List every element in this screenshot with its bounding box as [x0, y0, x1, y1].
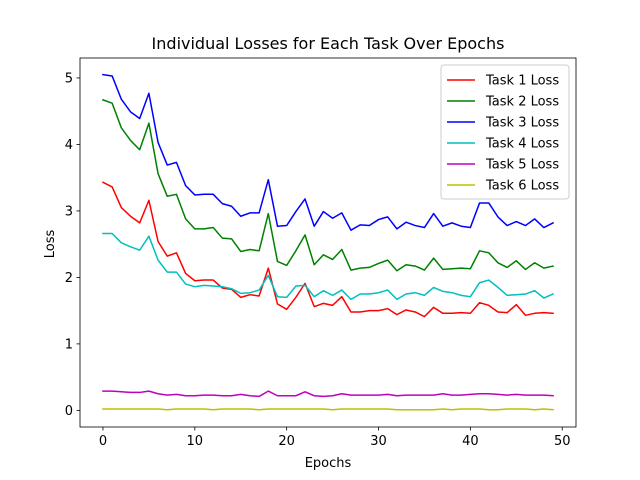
x-tick-label: 40	[462, 434, 479, 449]
chart-title: Individual Losses for Each Task Over Epo…	[152, 34, 505, 53]
series-line-task-4	[102, 232, 555, 301]
y-tick-label: 5	[65, 71, 73, 86]
y-tick-label: 1	[65, 337, 73, 352]
legend-label: Task 6 Loss	[485, 179, 559, 194]
x-tick-label: 30	[370, 434, 387, 449]
axes-frame	[79, 57, 577, 428]
x-tick-label: 50	[554, 434, 571, 449]
legend-label: Task 5 Loss	[485, 158, 559, 173]
legend-entry-task-1: Task 1 Loss	[447, 74, 559, 89]
y-axis-title: Loss	[43, 230, 58, 259]
legend-entry-task-2: Task 2 Loss	[447, 95, 559, 110]
legend-label: Task 2 Loss	[485, 95, 559, 110]
legend-entry-task-4: Task 4 Loss	[447, 137, 559, 152]
x-tick-label: 0	[99, 434, 107, 449]
y-tick-label: 4	[65, 138, 73, 153]
y-tick-label: 2	[65, 271, 73, 286]
legend-label: Task 4 Loss	[485, 137, 559, 152]
series-line-task-2	[101, 98, 554, 272]
series-line-task-1	[101, 181, 554, 318]
legend-label: Task 1 Loss	[485, 74, 559, 89]
legend-label: Task 3 Loss	[485, 116, 559, 131]
legend: Task 1 Loss Task 2 Loss Task 3 Loss Task 4 …	[440, 64, 570, 200]
series-line-task-6	[102, 408, 554, 411]
plot-area: 0 10 20 30 40 50 0 1 2 3 4 5	[65, 57, 577, 449]
legend-entry-task-5: Task 5 Loss	[447, 158, 559, 173]
series-line-task-3	[102, 73, 555, 231]
series-line-task-5	[102, 390, 554, 398]
x-axis-title: Epochs	[305, 456, 352, 471]
legend-box	[440, 64, 570, 200]
y-tick-label: 3	[65, 204, 73, 219]
y-tick-label: 0	[65, 404, 73, 419]
x-tick-label: 10	[187, 434, 204, 449]
x-tick-label: 20	[278, 434, 295, 449]
legend-entry-task-3: Task 3 Loss	[447, 116, 559, 131]
legend-entry-task-6: Task 6 Loss	[447, 179, 559, 194]
